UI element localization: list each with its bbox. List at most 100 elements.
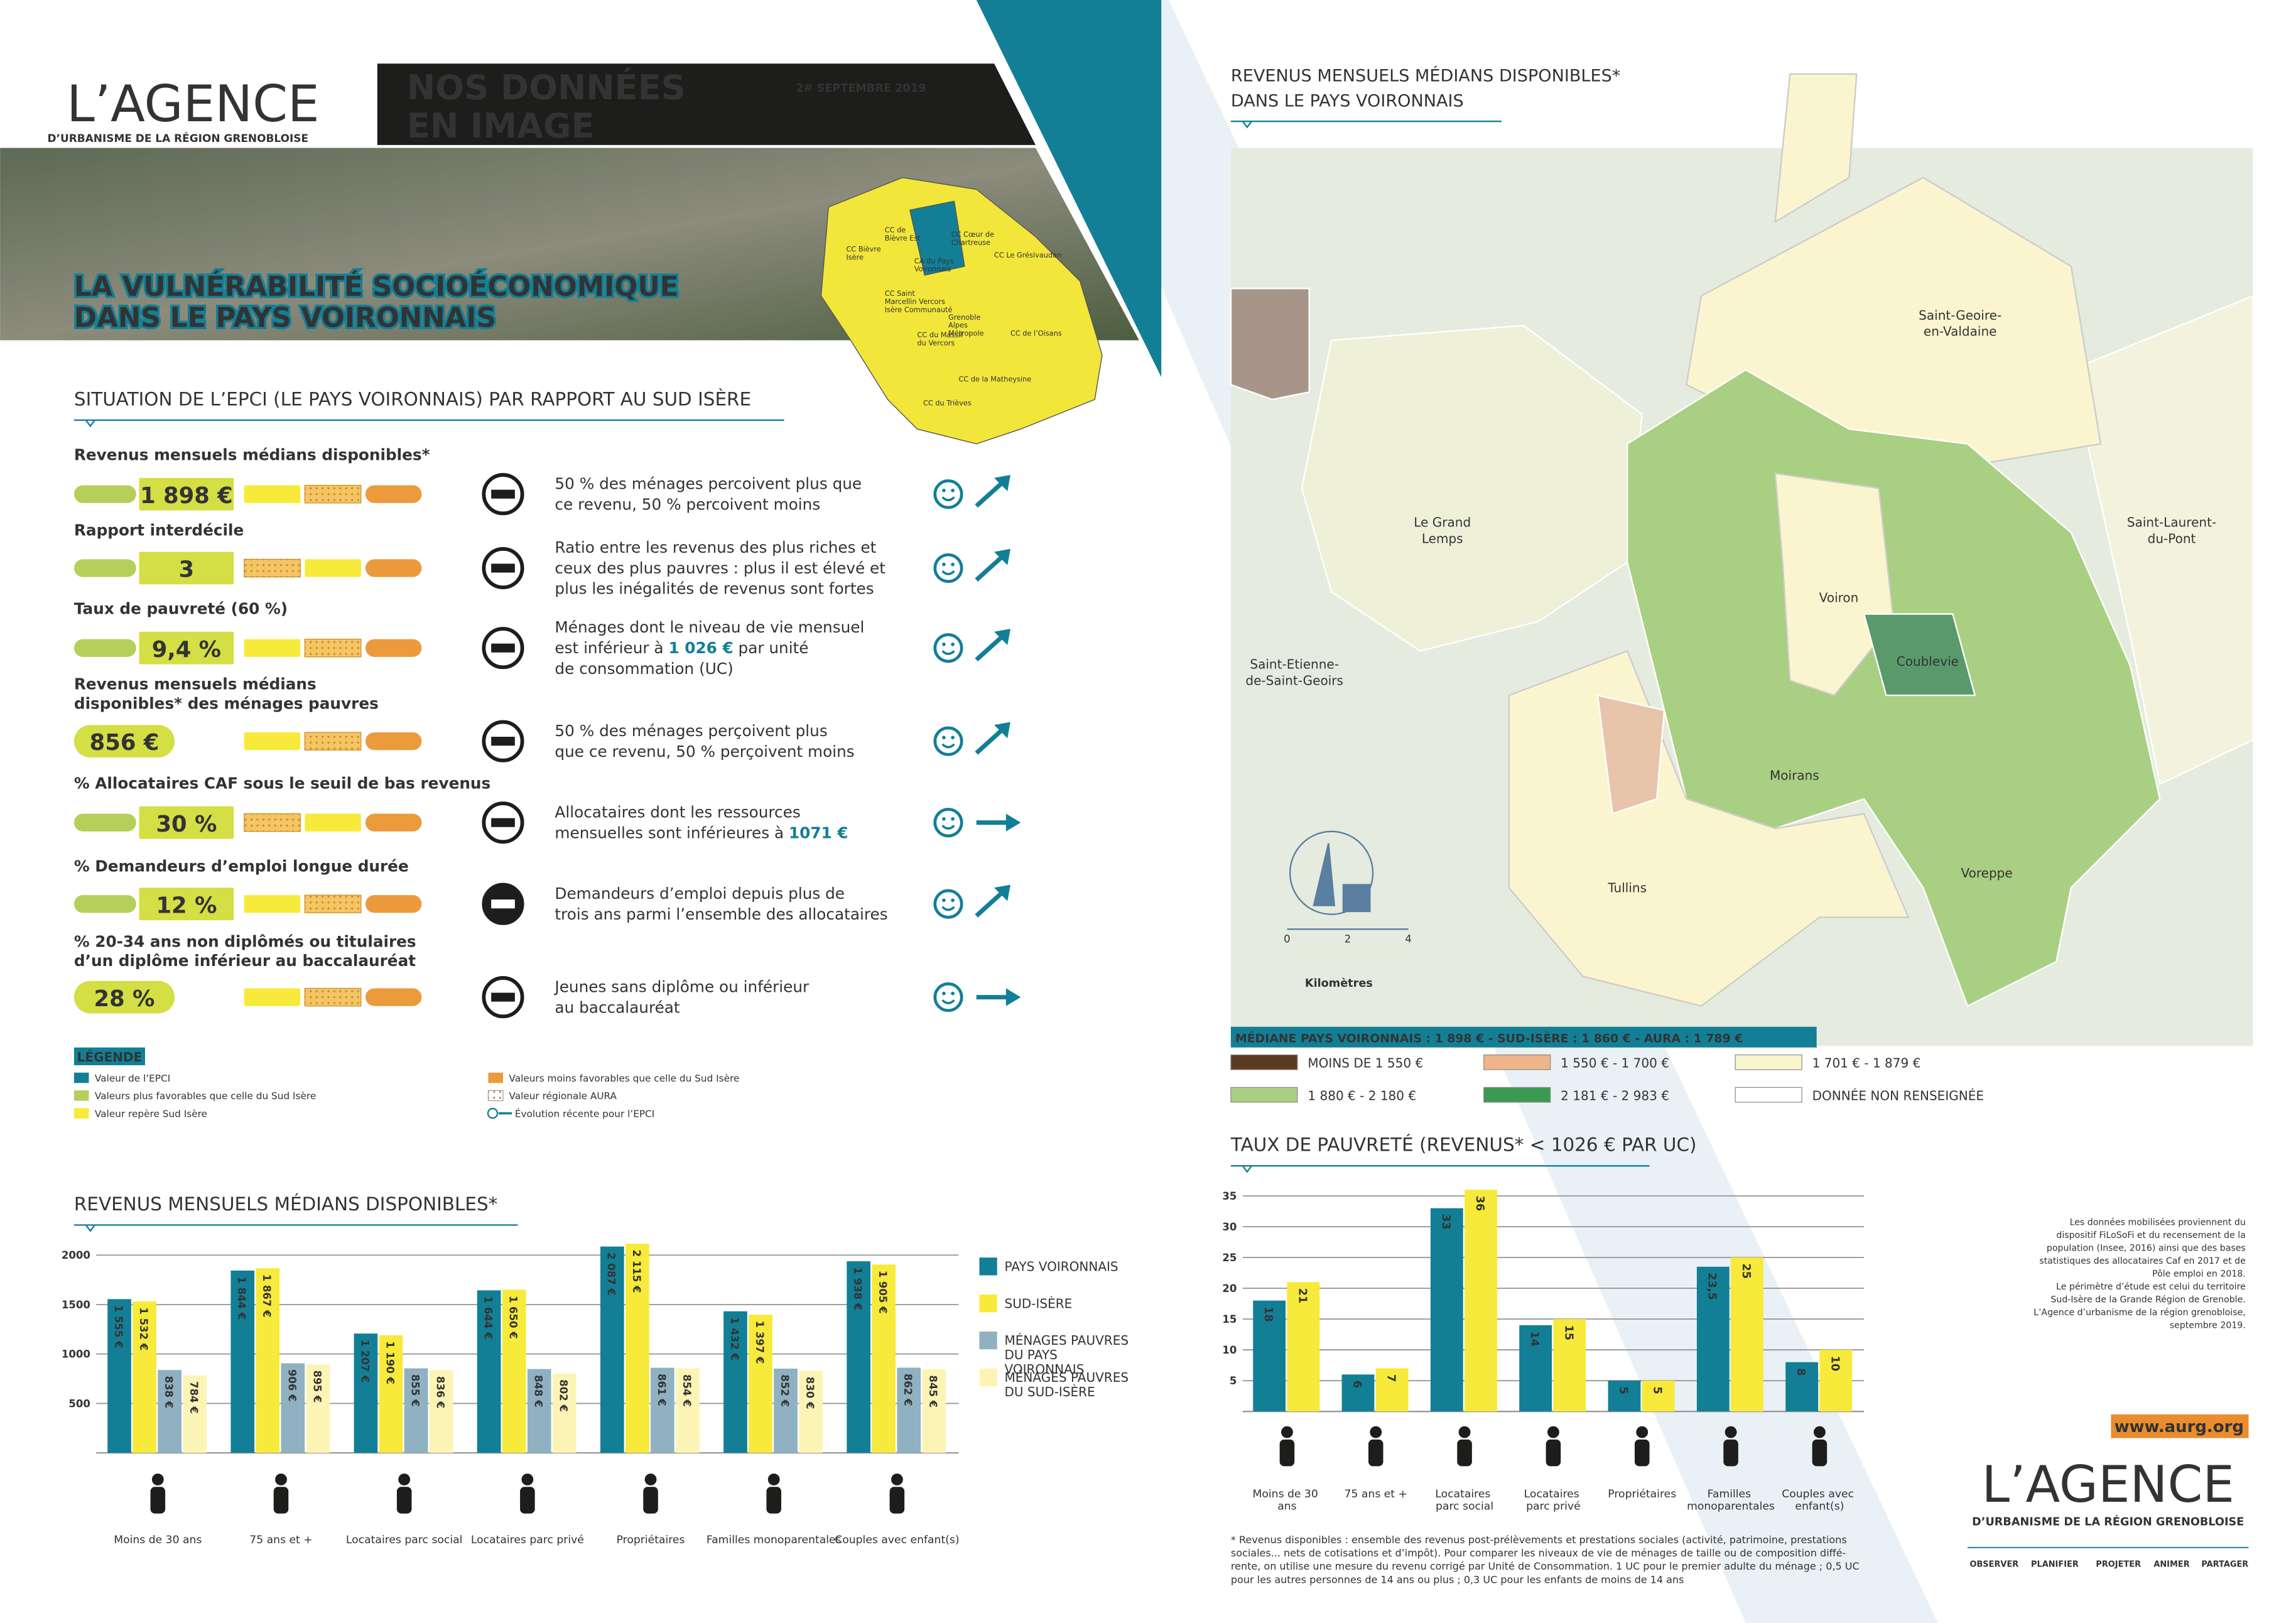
indicator-slot: [365, 732, 422, 751]
map-legend-label: 1 550 € - 1 700 €: [1561, 1056, 1669, 1071]
category-icon: [398, 1474, 411, 1485]
map-legend-label: 1 701 € - 1 879 €: [1812, 1056, 1921, 1071]
commune-label: Lemps: [1422, 531, 1463, 546]
scale-unit: Kilomètres: [1305, 977, 1373, 990]
category-icon: [891, 1474, 903, 1485]
indicator-description: Ratio entre les revenus des plus riches …: [555, 538, 876, 556]
commune: [1230, 288, 1310, 401]
indicator-description-part: Ratio entre les revenus des plus riches …: [555, 538, 876, 556]
indicator-slot: [73, 813, 136, 832]
note-scope: Sud-Isère de la Grande Région de Grenobl…: [2050, 1295, 2245, 1305]
indicator-description-part: 1 026 €: [668, 639, 733, 657]
trend-smiley-mouth: [941, 743, 955, 749]
indicator-slot: [244, 639, 301, 657]
bar: [897, 1367, 921, 1453]
y-tick-label: 25: [1222, 1252, 1237, 1264]
note-sources: Les données mobilisées proviennent du: [2070, 1217, 2246, 1227]
bar: [676, 1368, 700, 1453]
scale-label: 0: [1284, 933, 1290, 945]
category-icon: [520, 1487, 535, 1514]
indicator-description-part: 50 % des ménages percoivent plus que: [555, 474, 862, 492]
trend-smiley-eye: [942, 643, 946, 646]
trend-smiley: [933, 479, 963, 509]
bar: [502, 1289, 526, 1453]
value-label: 906 €: [286, 1369, 298, 1402]
legend-swatch: [73, 1108, 89, 1119]
indicator-label: d’un diplôme inférieur au baccalauréat: [74, 952, 416, 970]
indicator-description-part: Demandeurs d’emploi depuis plus de: [555, 884, 845, 903]
indicator-description: plus les inégalités de revenus sont fort…: [555, 580, 874, 598]
x-tick-label: Familles monoparentales: [1687, 1488, 1775, 1513]
footer-nav: PLANIFIER: [2031, 1560, 2079, 1569]
legend-title-box: [73, 1047, 145, 1065]
category-icon: [396, 1487, 412, 1514]
epci-map-label: Grenoble: [948, 313, 980, 322]
epci-map-label: CC de la Matheysine: [958, 376, 1031, 384]
legend-label: MÉNAGES PAUVRES DU SUD-ISÈRE: [1005, 1370, 1133, 1399]
map-legend-label: 2 181 € - 2 983 €: [1561, 1088, 1669, 1103]
commune-label: Saint-Laurent-: [2127, 515, 2216, 530]
indicator-description-part: Ménages dont le niveau de vie mensuel: [555, 618, 864, 636]
trend-arrow-head: [1005, 813, 1021, 832]
indicator-slot: [365, 988, 422, 1006]
commune: [2070, 295, 2254, 786]
indicator-description: ceux des plus pauvres : plus il est élev…: [555, 559, 885, 577]
category-icon: [521, 1474, 534, 1485]
footer-nav: OBSERVER: [1969, 1560, 2018, 1569]
note-scope: L’Agence d’urbanisme de la région grenob…: [2033, 1308, 2246, 1318]
indicator-icon: [482, 976, 524, 1019]
indicator-slot: [365, 559, 422, 577]
heading-rule-mark: [1242, 1165, 1252, 1173]
indicator-icon: [482, 546, 524, 590]
scale-label: 2: [1345, 933, 1351, 945]
legend-swatch: [487, 1107, 499, 1119]
legend-swatch: [73, 1090, 89, 1101]
indicator-description: Demandeurs d’emploi depuis plus de: [555, 884, 845, 903]
indicator-description-part: ce revenu, 50 % percoivent moins: [555, 495, 820, 513]
bar: [1253, 1300, 1286, 1412]
trend-arrow-head: [1005, 988, 1021, 1006]
indicator-icon: [482, 473, 524, 516]
trend-arrow-head: [994, 884, 1010, 901]
category-icon: [1279, 1439, 1295, 1467]
bar: [799, 1371, 823, 1453]
value-label: 15: [1562, 1325, 1574, 1341]
category-icon: [275, 1474, 287, 1485]
trend-smiley-eye: [951, 898, 955, 903]
indicator-label: Taux de pauvreté (60 %): [74, 600, 288, 618]
category-icon: [1370, 1426, 1382, 1438]
trend-smiley-eye: [942, 736, 946, 740]
value-label: 10: [1828, 1356, 1841, 1372]
indicator-icon: [482, 627, 524, 670]
bar: [1608, 1381, 1641, 1412]
trend-smiley: [933, 726, 963, 756]
epci-map-label: CC Saint: [885, 290, 916, 298]
map-title: REVENUS MENSUELS MÉDIANS DISPONIBLES*: [1231, 66, 1620, 86]
y-tick-label: 30: [1222, 1221, 1237, 1233]
banner-title: EN IMAGE: [407, 106, 595, 146]
value-label: 802 €: [558, 1379, 570, 1412]
scale-label: 4: [1405, 933, 1411, 945]
indicator-label: % Demandeurs d’emploi longue durée: [74, 857, 409, 875]
epci-map-label: Isère Communauté: [885, 306, 953, 314]
value-label: 23,5: [1706, 1273, 1718, 1300]
bar: [774, 1369, 798, 1453]
trend-smiley-eye: [951, 991, 955, 996]
value-label: 5: [1616, 1387, 1629, 1394]
category-icon: [1634, 1439, 1650, 1467]
commune-label: de-Saint-Geoirs: [1245, 673, 1343, 688]
indicator-slot: [305, 813, 361, 832]
epci-map-label: Isère: [846, 253, 864, 261]
epci-region: [820, 176, 1103, 445]
indicator-slot: [244, 485, 301, 503]
indicator-slot: [244, 895, 301, 913]
indicator-slot-dots: [304, 732, 362, 751]
x-tick-label: Locataires parc social: [346, 1534, 463, 1546]
trend-smiley: [933, 982, 963, 1012]
trend-smiley-eye: [951, 489, 955, 492]
category-icon: [1636, 1426, 1649, 1438]
footnote: sociales... nets de cotisations et d’imp…: [1231, 1547, 1846, 1559]
indicator-icon-detail: [491, 818, 515, 827]
bar: [1819, 1350, 1853, 1412]
indicator-icon: [482, 801, 524, 844]
